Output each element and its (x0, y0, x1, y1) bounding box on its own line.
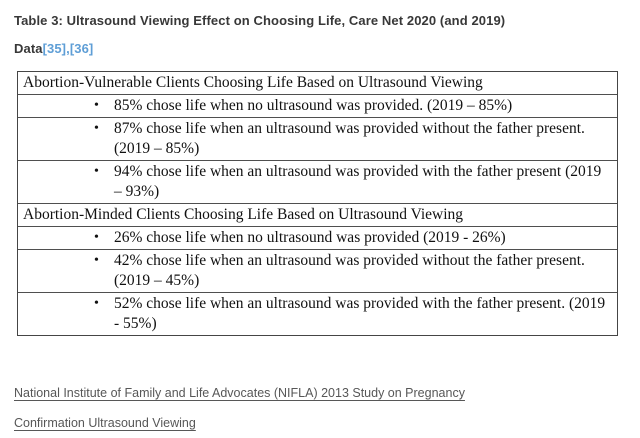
bullet-icon: • (94, 98, 99, 113)
section-header-text: Abortion-Vulnerable Clients Choosing Lif… (23, 74, 483, 91)
table-row-text: 85% chose life when no ultrasound was pr… (114, 97, 513, 114)
citation-link-36[interactable]: [36] (69, 41, 94, 56)
table-row-text: 87% chose life when an ultrasound was pr… (114, 120, 585, 157)
bullet-icon: • (94, 296, 99, 311)
bullet-icon: • (94, 253, 99, 268)
table-row-no-ultrasound-minded: • 26% chose life when no ultrasound was … (18, 226, 617, 249)
table-caption-data-label: Data (14, 41, 43, 56)
table-section-header-abortion-vulnerable: Abortion-Vulnerable Clients Choosing Lif… (18, 72, 617, 94)
table-caption-text: Table 3: Ultrasound Viewing Effect on Ch… (14, 13, 506, 28)
table-row-no-ultrasound-vulnerable: • 85% chose life when no ultrasound was … (18, 94, 617, 117)
nifla-study-link[interactable]: National Institute of Family and Life Ad… (14, 386, 465, 430)
citation-separator: , (66, 41, 70, 56)
table-row-text: 42% chose life when an ultrasound was pr… (114, 252, 585, 289)
bullet-icon: • (94, 121, 99, 136)
table-row-ultrasound-no-father-vulnerable: • 87% chose life when an ultrasound was … (18, 117, 617, 160)
section-header-text: Abortion-Minded Clients Choosing Life Ba… (23, 206, 464, 223)
table-row-text: 52% chose life when an ultrasound was pr… (114, 295, 606, 332)
table-caption: Table 3: Ultrasound Viewing Effect on Ch… (14, 7, 626, 63)
bullet-icon: • (94, 164, 99, 179)
table-caption-line1: Table 3: Ultrasound Viewing Effect on Ch… (14, 7, 626, 35)
ultrasound-stats-table: Abortion-Vulnerable Clients Choosing Lif… (17, 71, 618, 336)
table-section-header-abortion-minded: Abortion-Minded Clients Choosing Life Ba… (18, 203, 617, 226)
table-row-text: 94% chose life when an ultrasound was pr… (114, 163, 602, 200)
table-row-ultrasound-no-father-minded: • 42% chose life when an ultrasound was … (18, 249, 617, 292)
table-row-ultrasound-with-father-vulnerable: • 94% chose life when an ultrasound was … (18, 160, 617, 203)
bullet-icon: • (94, 230, 99, 245)
table-caption-line2: Data[35],[36] (14, 35, 626, 63)
table-row-text: 26% chose life when no ultrasound was pr… (114, 229, 506, 246)
citation-link-35[interactable]: [35] (42, 41, 67, 56)
table-row-ultrasound-with-father-minded: • 52% chose life when an ultrasound was … (18, 292, 617, 335)
